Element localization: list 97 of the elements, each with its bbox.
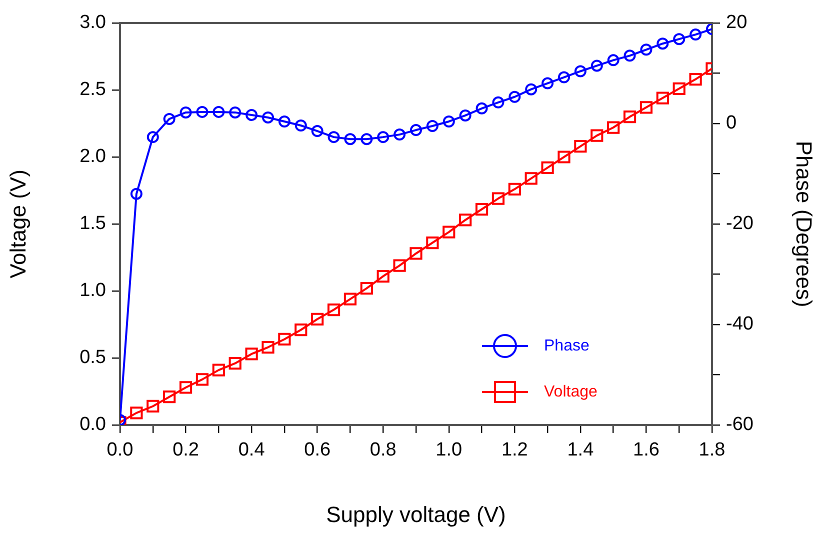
point: [262, 111, 274, 124]
point: [672, 82, 686, 95]
point: [377, 131, 390, 144]
point: [442, 226, 456, 238]
point: [278, 332, 291, 346]
y2-tick-label: 0: [726, 112, 737, 134]
point: [294, 120, 307, 132]
point: [344, 292, 357, 306]
x-axis-title: Supply voltage (V): [326, 502, 506, 527]
point: [574, 140, 587, 153]
point: [508, 90, 521, 103]
y-tick-label: 1.0: [80, 280, 106, 302]
point: [689, 72, 702, 86]
point: [245, 348, 258, 360]
point: [590, 60, 603, 72]
point: [558, 150, 570, 164]
x-tick-label: 1.4: [567, 440, 594, 461]
point: [278, 115, 290, 128]
point: [623, 110, 636, 124]
point: [163, 112, 176, 125]
point: [656, 38, 669, 50]
y-tick-label: 3.0: [80, 12, 106, 34]
point: [492, 96, 504, 108]
point: [394, 128, 406, 141]
point: [163, 390, 176, 404]
x-tick-label: 1.8: [698, 440, 726, 461]
y2-tick-label: -20: [726, 213, 754, 234]
point: [311, 125, 324, 138]
point: [376, 270, 390, 283]
point: [558, 71, 570, 84]
legend-label: Voltage: [544, 383, 598, 400]
y-tick-label: 0.5: [80, 347, 106, 368]
point: [508, 182, 521, 196]
point: [459, 109, 472, 122]
y2-tick-label: 20: [726, 12, 748, 34]
point: [624, 50, 636, 62]
point: [475, 202, 488, 216]
point: [196, 106, 208, 118]
point: [640, 44, 652, 56]
point: [246, 108, 258, 121]
point: [212, 106, 225, 118]
point: [524, 172, 538, 185]
point: [146, 400, 160, 413]
point: [410, 124, 422, 136]
point: [328, 131, 340, 144]
point: [294, 324, 308, 336]
point: [311, 312, 324, 326]
x-tick-label: 0.2: [172, 440, 199, 461]
legend-label: Phase: [544, 337, 590, 354]
point: [426, 120, 438, 132]
point: [656, 92, 669, 104]
point: [607, 121, 620, 134]
point: [130, 188, 142, 200]
point: [673, 33, 686, 46]
x-tick-label: 0.0: [106, 440, 134, 461]
point: [640, 101, 653, 114]
y2-axis-title: Phase (Degrees): [792, 140, 817, 308]
point: [130, 406, 143, 420]
point: [410, 247, 422, 260]
point: [476, 102, 488, 114]
point: [492, 192, 505, 205]
x-tick-label: 0.4: [238, 440, 266, 461]
point: [196, 373, 209, 386]
point: [212, 364, 225, 376]
y-tick-label: 2.5: [80, 79, 106, 100]
point: [262, 340, 274, 354]
y2-tick-label: -60: [726, 414, 754, 436]
y-tick-label: 0.0: [80, 414, 106, 436]
y2-tick-label: -40: [726, 314, 754, 335]
y-tick-label: 2.0: [80, 146, 106, 168]
x-tick-label: 0.8: [370, 440, 396, 461]
point: [179, 381, 192, 394]
point: [690, 28, 702, 41]
point: [327, 303, 340, 316]
point: [442, 115, 455, 128]
point: [590, 129, 604, 142]
point: [525, 83, 538, 96]
point: [574, 65, 586, 78]
point: [541, 161, 554, 174]
point: [228, 357, 242, 370]
point: [360, 282, 373, 295]
point: [180, 106, 192, 118]
x-tick-label: 1.6: [633, 440, 660, 461]
point: [459, 214, 472, 226]
point: [393, 259, 406, 272]
point: [146, 131, 159, 144]
y-axis-title: Voltage (V): [5, 170, 30, 278]
x-tick-label: 0.6: [304, 440, 331, 461]
x-tick-label: 1.0: [436, 440, 462, 461]
point: [344, 133, 356, 146]
x-tick-label: 1.2: [501, 440, 528, 461]
point: [360, 133, 373, 146]
point: [607, 54, 620, 66]
point: [542, 77, 554, 90]
point: [426, 236, 439, 250]
point: [229, 106, 242, 118]
y-tick-label: 1.5: [80, 213, 106, 234]
